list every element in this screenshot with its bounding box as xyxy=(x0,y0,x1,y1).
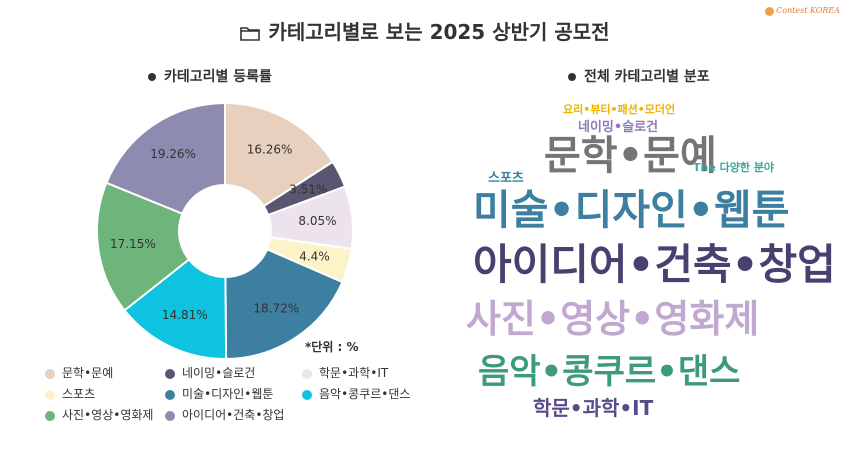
legend-label: 문학•문예 xyxy=(62,366,114,380)
donut-chart: 16.26% 3.51% 8.05% 4.4% 18.72% 14.81% 17.15% 19… xyxy=(96,101,354,361)
pie-slice xyxy=(96,181,191,312)
right-section-title-text: 전체 카테고리별 분포 xyxy=(584,69,710,85)
left-section-title: 카테고리별 등록률 xyxy=(148,66,272,86)
legend-label: 아이디어•건축•창업 xyxy=(182,408,285,422)
cloud-word: 문학•문예 xyxy=(544,133,717,179)
cloud-word: 아이디어•건축•창업 xyxy=(473,240,836,289)
pie-slice xyxy=(123,258,228,360)
legend-swatch xyxy=(165,410,175,421)
cloud-word: The 다양한 분야 xyxy=(693,161,775,174)
logo-text: Contest KOREA xyxy=(776,6,840,15)
legend-label: 학문•과학•IT xyxy=(319,366,389,380)
cloud-word: 미술•디자인•웹툰 xyxy=(473,186,790,234)
contest-korea-logo: Contest KOREA xyxy=(765,6,840,16)
pie-slice xyxy=(224,101,335,208)
legend-item: 사진•영상•영화제 xyxy=(45,406,153,423)
pie-slice xyxy=(105,101,226,215)
bullet-icon xyxy=(148,73,156,81)
left-section-title-text: 카테고리별 등록률 xyxy=(164,69,272,85)
slice-value-label: 17.15% xyxy=(110,237,156,251)
legend-swatch xyxy=(45,410,55,421)
legend-swatch xyxy=(45,368,55,379)
slice-value-label: 19.26% xyxy=(150,147,196,161)
legend-item: 문학•문예 xyxy=(45,364,113,381)
logo-mark-icon xyxy=(765,6,775,16)
unit-note: *단위 : % xyxy=(305,340,359,354)
legend-label: 스포츠 xyxy=(62,387,96,401)
legend-swatch xyxy=(302,389,312,400)
slice-value-label: 18.72% xyxy=(253,302,299,316)
legend-label: 사진•영상•영화제 xyxy=(62,408,154,422)
slice-value-label: 14.81% xyxy=(162,308,208,322)
legend-item: 학문•과학•IT xyxy=(302,364,388,381)
bullet-icon xyxy=(568,73,576,81)
slice-value-label: 8.05% xyxy=(298,214,336,228)
legend-item: 미술•디자인•웹툰 xyxy=(165,385,273,402)
legend-swatch xyxy=(165,368,175,379)
cloud-word: 스포츠 xyxy=(488,171,524,186)
cloud-word: 음악•콩쿠르•댄스 xyxy=(478,352,741,392)
legend-swatch xyxy=(45,389,55,400)
page-title: 카테고리별로 보는 2025 상반기 공모전 xyxy=(0,16,850,46)
legend-item: 아이디어•건축•창업 xyxy=(165,406,284,423)
slice-value-label: 3.51% xyxy=(289,182,327,196)
pie-slice xyxy=(224,248,344,361)
slice-value-label: 4.4% xyxy=(299,249,330,263)
legend-label: 미술•디자인•웹툰 xyxy=(182,387,274,401)
legend-swatch xyxy=(165,389,175,400)
legend-label: 음악•콩쿠르•댄스 xyxy=(319,387,411,401)
cloud-word: 네이밍•슬로건 xyxy=(578,120,659,135)
legend-item: 네이밍•슬로건 xyxy=(165,364,255,381)
cloud-word: 요리•뷰티•패션•모더언 xyxy=(563,103,676,116)
legend-item: 음악•콩쿠르•댄스 xyxy=(302,385,410,402)
cloud-word: 학문•과학•IT xyxy=(533,396,654,420)
legend-label: 네이밍•슬로건 xyxy=(182,366,256,380)
right-section-title: 전체 카테고리별 분포 xyxy=(568,66,710,86)
folder-icon xyxy=(240,22,261,46)
legend-item: 스포츠 xyxy=(45,385,95,402)
legend-swatch xyxy=(302,368,312,379)
cloud-word: 사진•영상•영화제 xyxy=(466,297,760,341)
page-title-text: 카테고리별로 보는 2025 상반기 공모전 xyxy=(268,20,610,44)
slice-value-label: 16.26% xyxy=(247,142,293,156)
